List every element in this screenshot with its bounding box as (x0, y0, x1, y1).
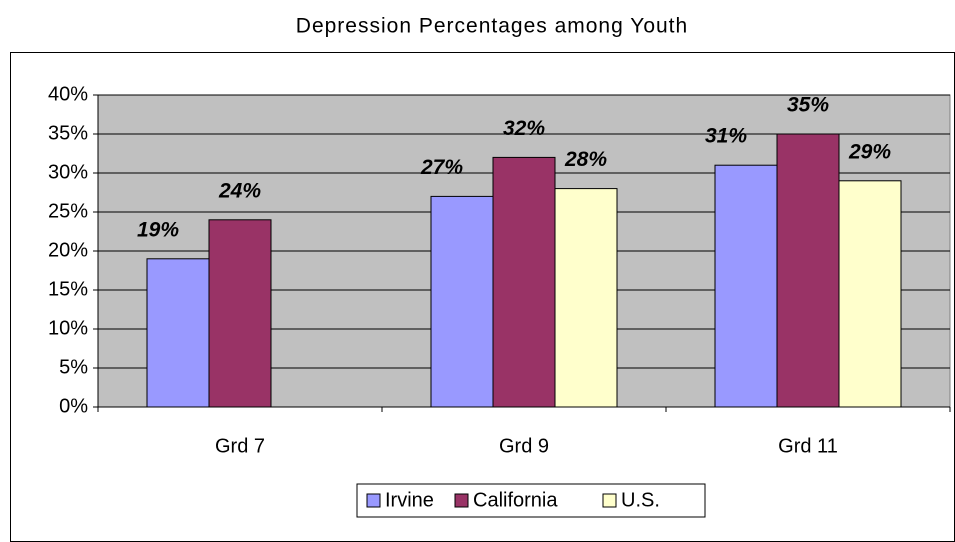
value-label: 27% (420, 156, 463, 179)
value-label: 31% (705, 125, 747, 148)
legend-swatch (366, 493, 381, 508)
bar (430, 195, 494, 408)
legend-swatch (602, 493, 617, 508)
legend-label: U.S. (621, 489, 660, 511)
value-label: 24% (218, 179, 261, 202)
value-label: 32% (503, 117, 545, 140)
legend-box (356, 483, 706, 518)
bar (776, 133, 840, 408)
y-tick-label: 5% (59, 356, 88, 378)
bar (838, 180, 902, 408)
chart-title: Depression Percentages among Youth (296, 15, 688, 38)
y-tick-label: 35% (48, 122, 88, 144)
legend-label: California (473, 489, 558, 511)
y-tick-label: 30% (48, 161, 88, 183)
bar (554, 188, 618, 408)
value-label: 19% (137, 218, 179, 241)
y-tick-label: 25% (48, 200, 88, 222)
y-tick-label: 20% (48, 239, 88, 261)
value-label: 35% (787, 94, 829, 117)
bar (492, 156, 556, 408)
y-tick-label: 15% (48, 278, 88, 300)
x-tick-label: Grd 9 (499, 435, 549, 457)
y-tick-label: 40% (48, 83, 88, 105)
y-tick-label: 0% (59, 395, 88, 417)
y-tick-label: 10% (48, 317, 88, 339)
x-tick-label: Grd 11 (778, 435, 838, 457)
value-label: 28% (564, 148, 607, 171)
legend-label: Irvine (385, 489, 434, 511)
value-label: 29% (848, 140, 891, 163)
legend-swatch (454, 493, 469, 508)
bar (146, 258, 210, 408)
x-tick-label: Grd 7 (215, 435, 265, 457)
bar (208, 219, 272, 408)
bar (714, 164, 778, 408)
